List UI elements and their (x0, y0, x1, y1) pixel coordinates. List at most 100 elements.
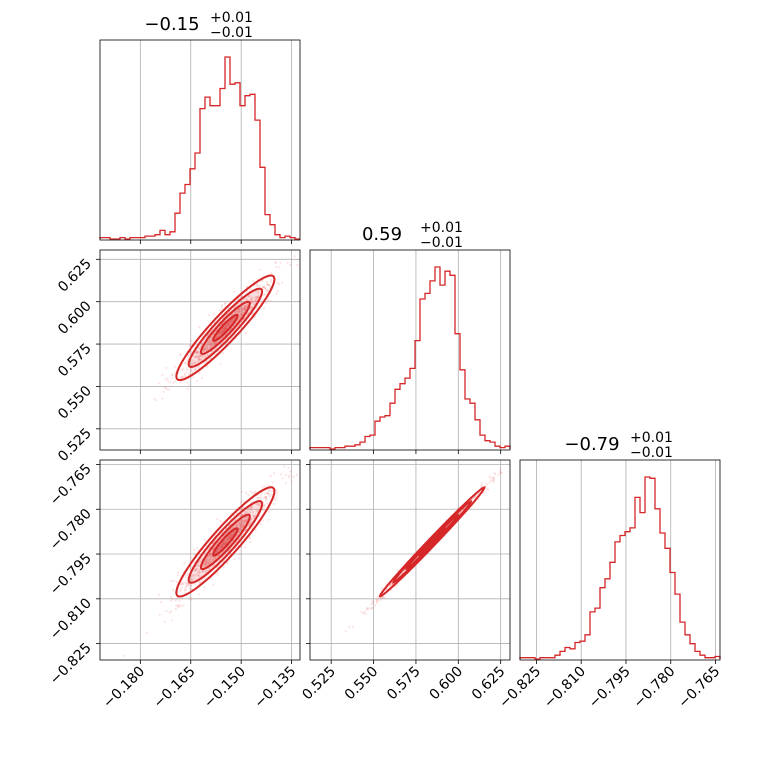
x-tick-label: −0.780 (631, 663, 679, 711)
sample-point (210, 344, 213, 347)
sample-point (221, 543, 224, 546)
sample-point (239, 296, 242, 299)
sample-point (192, 363, 195, 366)
sample-point (259, 504, 262, 507)
sample-point (205, 560, 208, 563)
sample-point (187, 584, 191, 587)
sample-point (254, 296, 258, 299)
sample-point (210, 336, 213, 339)
sample-point (170, 619, 173, 622)
sample-point (265, 281, 268, 284)
sample-point (249, 508, 252, 511)
sample-point (158, 382, 161, 385)
sample-point (180, 376, 183, 379)
sample-point (238, 525, 241, 528)
density-contour (187, 500, 264, 584)
sample-point (190, 578, 193, 581)
sample-point (389, 584, 392, 587)
sample-point (198, 581, 201, 584)
sample-point (267, 484, 270, 487)
sample-point (222, 543, 225, 546)
sample-point (209, 530, 212, 533)
sample-point (239, 524, 242, 527)
sample-point (261, 279, 264, 283)
sample-point (237, 308, 240, 311)
sample-point (244, 510, 247, 514)
sample-point (264, 495, 267, 499)
sample-point (246, 515, 249, 518)
sample-point (488, 475, 491, 478)
sample-point (214, 342, 217, 346)
sample-point (266, 283, 269, 286)
sample-point (230, 319, 233, 322)
sample-point (292, 475, 295, 478)
sample-point (485, 482, 488, 485)
sample-point (275, 493, 278, 496)
sample-point (485, 484, 488, 487)
sample-point (269, 299, 272, 302)
sample-point (204, 562, 207, 565)
sample-point (254, 291, 257, 294)
sample-point (220, 545, 223, 548)
sample-point (265, 499, 268, 502)
sample-point (221, 546, 224, 549)
sample-point (153, 397, 156, 400)
sample-point (257, 295, 260, 298)
sample-point (197, 570, 200, 574)
sample-point (244, 518, 247, 522)
sample-point (189, 556, 192, 559)
sample-point (162, 390, 165, 393)
sample-point (224, 541, 227, 545)
sample-point (180, 586, 183, 590)
sample-point (190, 575, 194, 578)
sample-point (288, 474, 291, 477)
sample-point (371, 599, 375, 602)
sample-point (227, 323, 230, 326)
sample-point (243, 305, 246, 308)
sample-point (185, 574, 188, 577)
sample-point (202, 349, 205, 352)
sample-point (207, 343, 210, 346)
sample-point (362, 611, 365, 615)
sample-point (221, 520, 224, 524)
sample-point (215, 549, 218, 553)
sample-point (267, 289, 270, 292)
sample-point (261, 285, 264, 288)
sample-point (391, 583, 394, 586)
sample-point (177, 590, 180, 593)
sample-point (244, 546, 247, 549)
sample-point (243, 309, 246, 312)
sample-point (165, 388, 168, 391)
sample-point (204, 355, 207, 359)
sample-point (255, 296, 258, 300)
sample-point (254, 490, 257, 493)
sample-point (181, 582, 184, 586)
sample-point (255, 299, 258, 302)
sample-point (237, 310, 240, 313)
sample-point (494, 473, 497, 476)
sample-point (279, 262, 282, 265)
sample-point (230, 533, 233, 536)
sample-point (198, 560, 201, 563)
sample-point (256, 284, 259, 287)
sample-point (225, 327, 228, 330)
density-contour (175, 274, 276, 382)
sample-point (362, 612, 365, 615)
sample-point (241, 521, 244, 524)
sample-point (348, 625, 351, 628)
sample-point (256, 298, 259, 301)
sample-point (201, 342, 204, 345)
sample-point (224, 326, 227, 329)
sample-point (272, 472, 276, 475)
sample-point (256, 510, 259, 513)
sample-point (218, 332, 221, 335)
sample-point (184, 362, 187, 365)
sample-point (248, 511, 251, 514)
sample-point (264, 286, 267, 290)
sample-point (251, 511, 254, 514)
sample-point (376, 595, 379, 598)
density-contour (212, 527, 239, 557)
sample-point (248, 507, 251, 510)
sample-point (250, 299, 253, 302)
sample-point (248, 522, 251, 525)
